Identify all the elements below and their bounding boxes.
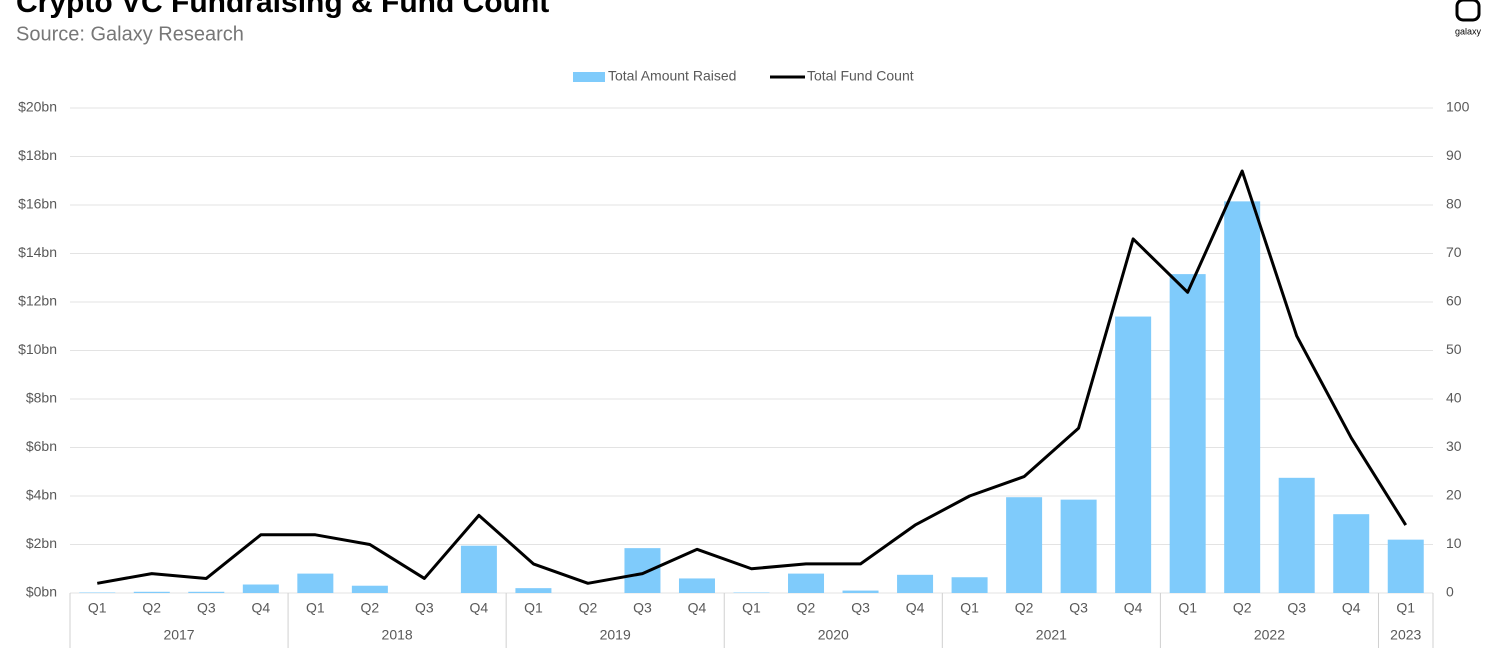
bar bbox=[1333, 514, 1370, 593]
x-tick-label: Q2 bbox=[579, 600, 598, 616]
x-tick-label: Q2 bbox=[361, 600, 380, 616]
legend-label: Total Fund Count bbox=[807, 68, 914, 84]
x-group-label: 2017 bbox=[163, 627, 194, 643]
x-tick-label: Q4 bbox=[251, 600, 270, 616]
bar bbox=[515, 588, 552, 593]
chart-title: Crypto VC Fundraising & Fund Count bbox=[16, 0, 549, 19]
y-tick-label: $12bn bbox=[18, 293, 57, 309]
bar bbox=[1060, 499, 1097, 593]
y-tick-label: $18bn bbox=[18, 147, 57, 163]
x-tick-label: Q1 bbox=[1178, 600, 1197, 616]
y2-tick-label: 70 bbox=[1446, 244, 1462, 260]
y2-tick-label: 100 bbox=[1446, 99, 1470, 115]
x-tick-label: Q4 bbox=[470, 600, 489, 616]
y2-tick-label: 50 bbox=[1446, 341, 1462, 357]
logo-text: galaxy bbox=[1455, 26, 1482, 36]
x-tick-label: Q1 bbox=[742, 600, 761, 616]
y-tick-label: $20bn bbox=[18, 99, 57, 115]
bar bbox=[897, 574, 934, 593]
logo-icon bbox=[1455, 0, 1481, 22]
x-tick-label: Q4 bbox=[1342, 600, 1361, 616]
bar bbox=[351, 585, 388, 593]
x-tick-label: Q2 bbox=[1233, 600, 1252, 616]
x-tick-label: Q1 bbox=[960, 600, 979, 616]
x-group-label: 2018 bbox=[382, 627, 413, 643]
y2-tick-label: 40 bbox=[1446, 390, 1462, 406]
bar bbox=[1224, 201, 1261, 594]
x-tick-label: Q3 bbox=[633, 600, 652, 616]
y2-tick-label: 10 bbox=[1446, 535, 1462, 551]
bar bbox=[1115, 316, 1152, 593]
x-group-label: 2020 bbox=[818, 627, 849, 643]
legend-label: Total Amount Raised bbox=[608, 68, 736, 84]
bar bbox=[297, 573, 334, 593]
y-tick-label: $8bn bbox=[26, 390, 57, 406]
line bbox=[96, 169, 1408, 585]
y-tick-label: $0bn bbox=[26, 584, 57, 600]
x-group-label: 2019 bbox=[600, 627, 631, 643]
x-group-label: 2022 bbox=[1254, 627, 1285, 643]
bar bbox=[788, 573, 825, 593]
bar bbox=[1278, 477, 1315, 593]
y2-tick-label: 20 bbox=[1446, 487, 1462, 503]
y-tick-label: $14bn bbox=[18, 244, 57, 260]
legend-swatch bbox=[573, 72, 605, 82]
x-tick-label: Q4 bbox=[1124, 600, 1143, 616]
x-tick-label: Q3 bbox=[851, 600, 870, 616]
bar bbox=[624, 548, 661, 593]
x-tick-label: Q1 bbox=[88, 600, 107, 616]
y-tick-label: $2bn bbox=[26, 535, 57, 551]
x-tick-label: Q3 bbox=[1287, 600, 1306, 616]
x-tick-label: Q3 bbox=[415, 600, 434, 616]
y-tick-label: $6bn bbox=[26, 438, 57, 454]
x-tick-label: Q4 bbox=[906, 600, 925, 616]
y2-tick-label: 90 bbox=[1446, 147, 1462, 163]
x-tick-label: Q1 bbox=[1396, 600, 1415, 616]
bar bbox=[842, 590, 879, 593]
chart-subtitle: Source: Galaxy Research bbox=[16, 23, 244, 45]
x-tick-label: Q1 bbox=[306, 600, 325, 616]
x-group-label: 2021 bbox=[1036, 627, 1067, 643]
bar bbox=[1169, 274, 1206, 593]
x-tick-label: Q2 bbox=[797, 600, 816, 616]
x-tick-label: Q3 bbox=[1069, 600, 1088, 616]
x-tick-label: Q2 bbox=[1015, 600, 1034, 616]
y2-tick-label: 30 bbox=[1446, 438, 1462, 454]
bar bbox=[1387, 539, 1424, 593]
y-tick-label: $4bn bbox=[26, 487, 57, 503]
y2-tick-label: 80 bbox=[1446, 196, 1462, 212]
bar bbox=[188, 591, 225, 593]
y-tick-label: $10bn bbox=[18, 341, 57, 357]
x-tick-label: Q1 bbox=[524, 600, 543, 616]
x-tick-label: Q3 bbox=[197, 600, 216, 616]
x-tick-label: Q4 bbox=[688, 600, 707, 616]
bar bbox=[242, 584, 279, 593]
bar bbox=[460, 545, 497, 593]
x-group-label: 2023 bbox=[1390, 627, 1421, 643]
y2-tick-label: 0 bbox=[1446, 584, 1454, 600]
y-tick-label: $16bn bbox=[18, 196, 57, 212]
x-tick-label: Q2 bbox=[142, 600, 161, 616]
bar bbox=[678, 578, 715, 593]
bar bbox=[133, 591, 170, 593]
bar bbox=[1006, 497, 1043, 593]
bar bbox=[951, 577, 988, 593]
y2-tick-label: 60 bbox=[1446, 293, 1462, 309]
